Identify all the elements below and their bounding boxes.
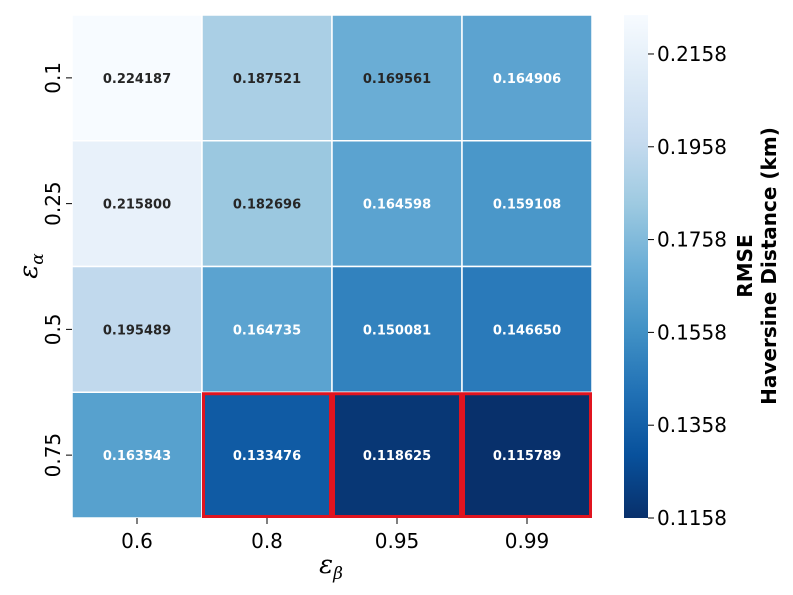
cell-value-label: 0.195489 — [103, 323, 171, 338]
heatmap-cell — [71, 391, 203, 519]
cell-value-label: 0.224187 — [103, 72, 171, 87]
colorbar-ticks: 0.2158 0.1958 0.1758 0.1558 0.1358 0.1158 — [648, 42, 727, 530]
highlight-box — [332, 392, 462, 518]
cell-value-label: 0.215800 — [103, 198, 171, 213]
cell-value-label: 0.150081 — [363, 323, 431, 338]
highlight-box — [462, 392, 592, 518]
colorbar-label-line1: RMSE — [733, 234, 757, 297]
heatmap-cell — [331, 14, 463, 142]
colorbar-label-line2: Haversine Distance (km) — [757, 127, 781, 405]
cell-value-label: 0.164906 — [493, 72, 561, 87]
cell-value-label: 0.133476 — [233, 449, 301, 464]
cell-value-label: 0.169561 — [363, 72, 431, 87]
heatmap-cell — [71, 14, 203, 142]
y-tick-label: 0.5 — [41, 313, 65, 345]
cell-value-label: 0.163543 — [103, 449, 171, 464]
cell-value-label: 0.187521 — [233, 72, 301, 87]
colorbar-tick-label: 0.1958 — [657, 135, 727, 159]
x-tick-label: 0.95 — [375, 529, 420, 553]
cell-value-label: 0.164735 — [233, 323, 301, 338]
x-tick-label: 0.99 — [505, 529, 550, 553]
y-tick-label: 0.75 — [41, 433, 65, 478]
colorbar-tick-label: 0.1758 — [657, 228, 727, 252]
heatmap-cell — [331, 140, 463, 268]
heatmap-cell — [461, 14, 593, 142]
colorbar-tick-label: 0.1558 — [657, 320, 727, 344]
x-axis-ticks: 0.6 0.8 0.95 0.99 — [121, 518, 549, 553]
heatmap-cell — [461, 140, 593, 268]
cell-value-label: 0.118625 — [363, 449, 431, 464]
highlight-box — [202, 392, 332, 518]
cell-value-label: 0.164598 — [363, 198, 431, 213]
cell-value-label: 0.159108 — [493, 198, 561, 213]
y-axis-ticks: 0.1 0.25 0.5 0.75 — [41, 62, 72, 477]
heatmap-cell — [201, 265, 333, 393]
colorbar-tick-label: 0.2158 — [657, 42, 727, 66]
colorbar-tick-label: 0.1158 — [657, 506, 727, 530]
x-tick-label: 0.6 — [121, 529, 153, 553]
heatmap-cell — [71, 265, 203, 393]
x-axis-label: εβ — [319, 550, 343, 584]
cell-value-label: 0.182696 — [233, 198, 301, 213]
colorbar-tick-label: 0.1358 — [657, 413, 727, 437]
x-tick-label: 0.8 — [251, 529, 283, 553]
heatmap-cells: 0.224187 0.187521 0.169561 0.164906 0.215800… — [71, 14, 593, 519]
y-tick-label: 0.1 — [41, 62, 65, 94]
highlight-boxes — [202, 392, 592, 518]
y-axis-label: εα — [14, 253, 48, 279]
heatmap-cell — [71, 140, 203, 268]
cell-value-label: 0.115789 — [493, 449, 561, 464]
cell-value-label: 0.146650 — [493, 323, 561, 338]
y-tick-label: 0.25 — [41, 181, 65, 226]
colorbar — [624, 15, 648, 518]
heatmap-cell — [201, 391, 333, 519]
